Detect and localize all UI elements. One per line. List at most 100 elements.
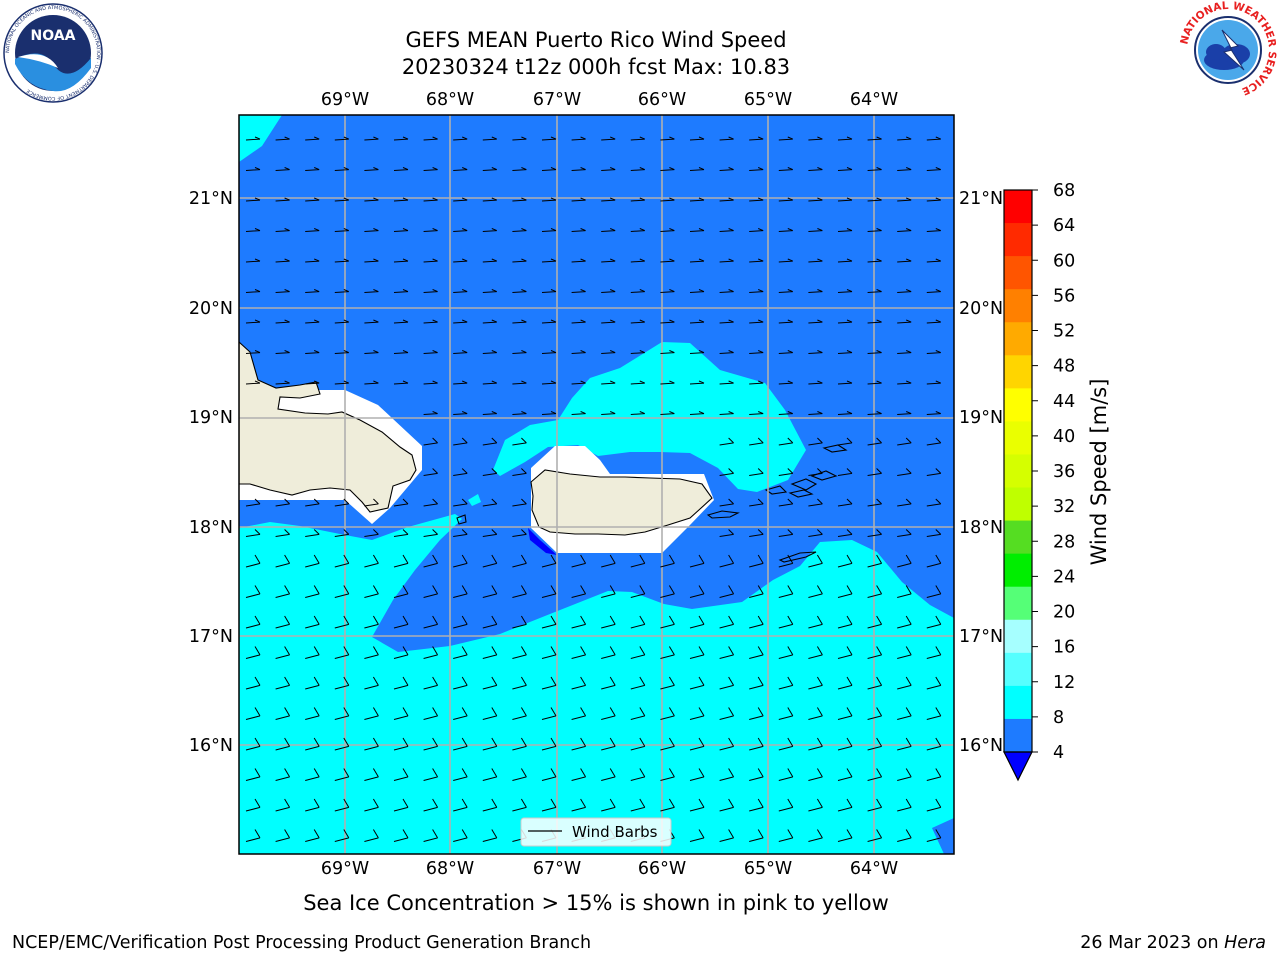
wind-barb — [364, 529, 379, 537]
wind-barb — [630, 615, 646, 629]
wind-barb — [689, 167, 705, 171]
wind-barb — [245, 136, 261, 141]
wind-barb — [749, 258, 764, 263]
wind-barb — [393, 554, 409, 568]
wind-barb — [808, 585, 823, 598]
wind-barb — [778, 289, 793, 293]
wind-barb — [423, 707, 439, 720]
wind-barb — [305, 768, 320, 781]
wind-barb — [837, 529, 853, 537]
footer-host: Hera — [1224, 933, 1266, 953]
wind-barb — [867, 554, 883, 568]
wind-barb — [571, 411, 586, 415]
wind-barb — [630, 228, 645, 232]
wind-barb — [689, 350, 705, 354]
wind-barb — [305, 167, 320, 171]
wind-barb — [926, 319, 941, 324]
colorbar-tick-label: 40 — [1053, 427, 1075, 447]
wind-barb — [541, 646, 557, 659]
colorbar-segment — [1004, 619, 1032, 654]
wind-barb — [423, 768, 439, 781]
wind-barb — [719, 585, 735, 598]
wind-barb — [512, 737, 527, 751]
wind-barb — [601, 380, 616, 385]
wind-barb — [897, 768, 912, 781]
wind-barb — [926, 167, 941, 171]
wind-barb — [245, 615, 261, 629]
wind-barb — [778, 529, 794, 537]
wind-barb — [837, 468, 853, 476]
wind-contour-under-4 — [528, 528, 557, 555]
wind-barb — [689, 411, 705, 415]
wind-barb — [719, 646, 735, 659]
colorbar-under-extension — [1003, 751, 1033, 782]
wind-barb — [630, 737, 646, 751]
wind-barb — [867, 707, 883, 720]
wind-barb — [660, 768, 675, 781]
wind-barb — [601, 737, 616, 751]
wind-barb — [275, 228, 290, 232]
colorbar-segment — [1004, 190, 1032, 224]
wind-barb — [482, 197, 497, 202]
wind-barb — [393, 707, 409, 720]
wind-barb — [423, 798, 439, 812]
wind-barb — [808, 768, 823, 781]
colorbar-segment — [1004, 652, 1032, 687]
wind-barb — [453, 319, 468, 324]
wind-barb — [778, 798, 794, 812]
wind-barb — [689, 737, 705, 751]
wind-barb — [423, 829, 439, 842]
wind-barb — [364, 498, 379, 507]
sea-ice-note: Sea Ice Concentration > 15% is shown in … — [303, 891, 889, 915]
wind-barb — [837, 437, 853, 446]
wind-barb — [749, 676, 764, 690]
wind-barb — [393, 646, 409, 659]
wind-barb — [601, 798, 616, 812]
wind-barb — [541, 228, 557, 232]
wind-barb — [808, 646, 823, 659]
wind-barb — [808, 228, 823, 232]
noaa-logo: NOAA NATIONAL OCEANIC AND ATMOSPHERIC AD… — [3, 3, 103, 103]
wind-barb — [926, 768, 942, 781]
wind-barb — [275, 197, 290, 202]
wind-barb — [778, 554, 794, 568]
wind-barb — [482, 768, 498, 781]
wind-barb — [630, 289, 645, 293]
wind-barb — [571, 228, 586, 232]
lon-label-top: 66°W — [638, 90, 686, 110]
wind-barb — [867, 829, 883, 842]
colorbar-segment — [1004, 322, 1032, 356]
wind-barb — [512, 707, 527, 720]
wind-barb — [926, 380, 941, 385]
wind-barb — [571, 798, 587, 812]
land-vieques — [706, 510, 740, 519]
lat-label-left: 19°N — [189, 408, 233, 428]
wind-barb — [571, 676, 587, 690]
wind-barb — [305, 258, 320, 263]
wind-barb — [423, 585, 439, 598]
wind-barb — [778, 829, 794, 842]
wind-barb — [453, 829, 468, 842]
colorbar-tick-label: 8 — [1053, 708, 1064, 728]
wind-barb — [541, 167, 557, 171]
wind-barb — [512, 646, 527, 659]
wind-barb — [364, 615, 379, 629]
wind-barb — [482, 707, 498, 720]
wind-barb — [334, 289, 349, 293]
wind-barb — [364, 829, 379, 842]
colorbar-tick-label: 16 — [1053, 638, 1075, 658]
wind-barb — [512, 437, 527, 446]
wind-barb — [808, 498, 823, 507]
wind-barb — [364, 768, 379, 781]
wind-barb — [749, 350, 764, 354]
wind-barb — [334, 646, 350, 659]
wind-barb — [512, 676, 527, 690]
colorbar-segment — [1004, 520, 1032, 555]
wind-barb — [305, 676, 320, 690]
wind-barb — [719, 676, 735, 690]
wind-barb — [512, 615, 527, 629]
wind-barb — [334, 228, 349, 232]
wind-barbs — [245, 136, 942, 842]
wind-barb — [837, 228, 853, 232]
